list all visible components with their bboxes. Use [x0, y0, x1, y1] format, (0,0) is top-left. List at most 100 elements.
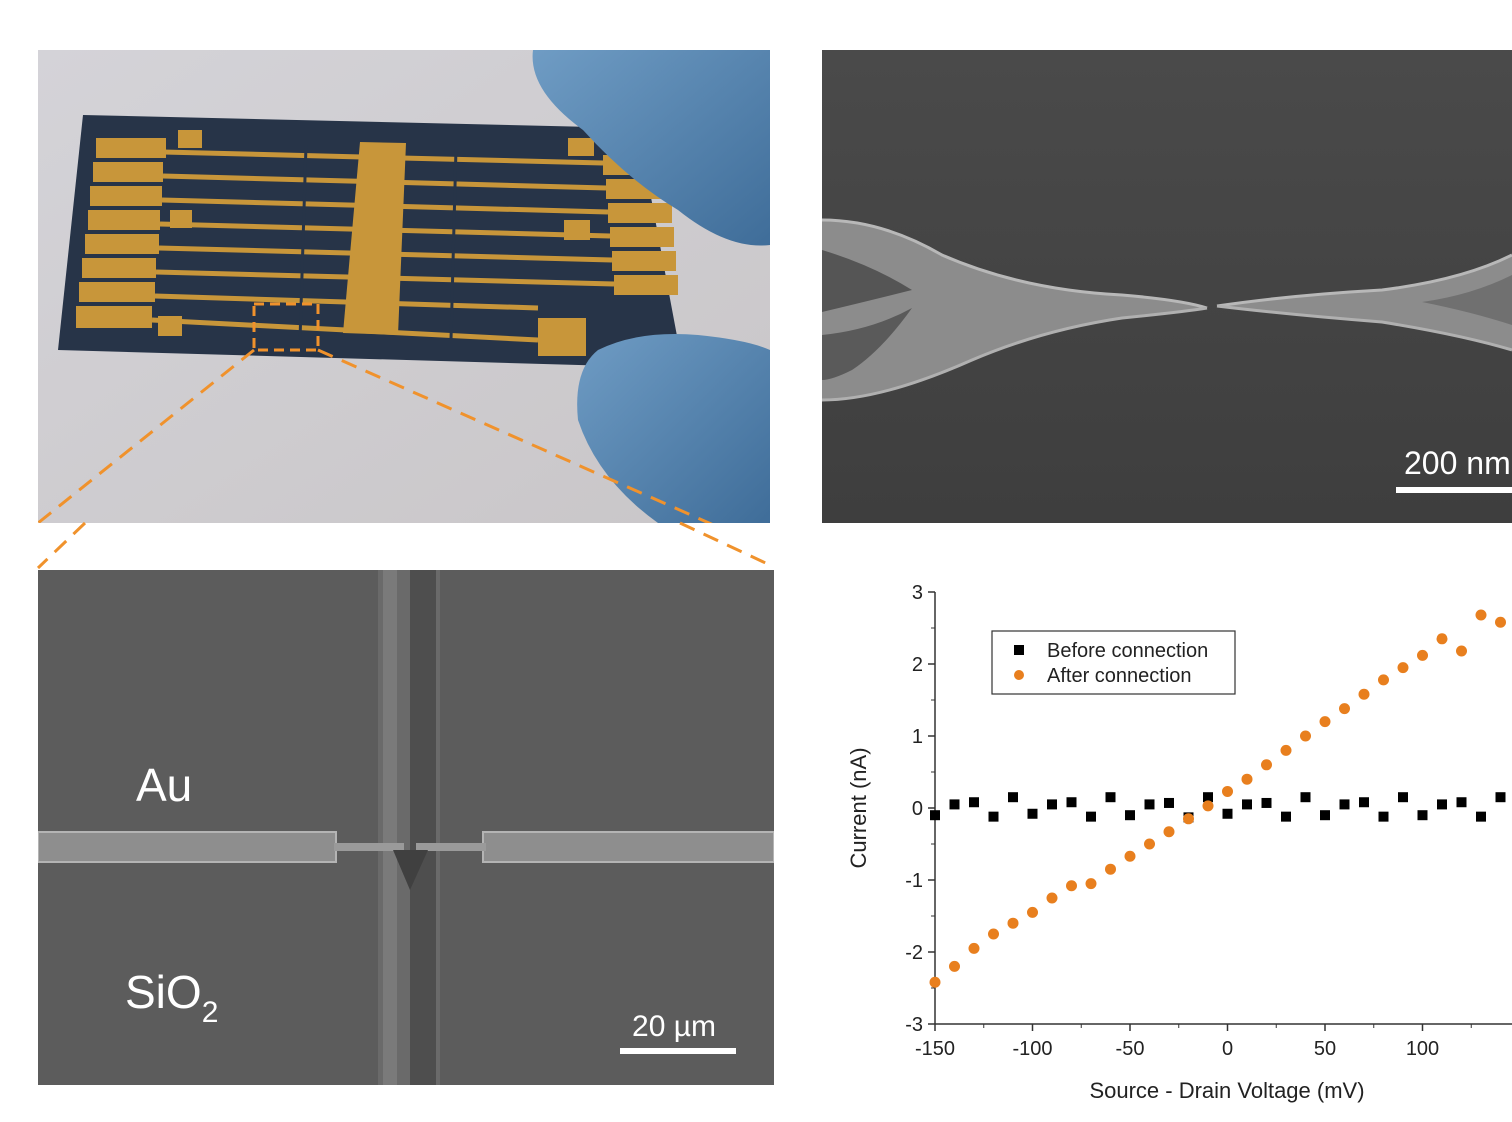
data-point-before-connection	[1437, 799, 1447, 810]
y-tick-label: 1	[912, 726, 923, 748]
y-tick-label: -1	[905, 870, 923, 892]
data-point-after-connection	[1300, 730, 1311, 742]
x-tick-label: -50	[1116, 1038, 1145, 1060]
right-electrode	[1217, 255, 1512, 350]
data-point-before-connection	[1066, 797, 1077, 808]
data-point-after-connection	[1085, 878, 1097, 890]
data-point-before-connection	[930, 810, 940, 821]
data-point-after-connection	[1358, 688, 1370, 700]
chip-photo	[38, 50, 770, 523]
chart-points	[929, 609, 1506, 988]
data-point-after-connection	[1183, 813, 1194, 825]
y-tick-label: -2	[905, 942, 923, 964]
y-tick-label: -3	[905, 1014, 923, 1036]
zoom-line-right	[317, 348, 713, 523]
scale-bar-label-20um: 20 µm	[632, 1010, 716, 1043]
data-point-before-connection	[1105, 792, 1116, 803]
data-point-before-connection	[1125, 810, 1135, 821]
legend-label: Before connection	[1047, 640, 1208, 662]
legend-marker-before	[1014, 645, 1024, 655]
data-point-after-connection	[1046, 892, 1058, 904]
au-label: Au	[136, 759, 193, 811]
data-point-before-connection	[1047, 799, 1057, 810]
data-point-after-connection	[949, 960, 960, 972]
sem-nanogap-image	[822, 50, 1512, 523]
chart-ticks: -150-100-5005010013210-1-2-3	[905, 582, 1472, 1060]
y-tick-label: 3	[912, 582, 923, 604]
data-point-after-connection	[1144, 838, 1155, 850]
data-point-before-connection	[1222, 808, 1233, 819]
data-point-after-connection	[1417, 649, 1428, 661]
data-point-after-connection	[968, 942, 980, 954]
data-point-before-connection	[1027, 808, 1038, 819]
glove-bottom	[577, 334, 770, 523]
data-point-before-connection	[1164, 797, 1174, 808]
iv-chart-panel: -150-100-5005010013210-1-2-3 Before conn…	[822, 560, 1512, 1122]
sem-nanogap-panel: 200 nm	[822, 50, 1512, 523]
y-axis-label: Current (nA)	[846, 747, 871, 868]
data-point-after-connection	[1027, 906, 1038, 918]
data-point-before-connection	[1281, 811, 1291, 822]
data-point-after-connection	[1495, 616, 1506, 628]
zoom-box	[252, 302, 320, 352]
x-axis-label: Source - Drain Voltage (mV)	[1089, 1078, 1364, 1103]
sio2-label: SiO2	[125, 965, 218, 1029]
data-point-after-connection	[1222, 785, 1233, 797]
scale-bar-200nm	[1396, 487, 1512, 493]
data-point-after-connection	[929, 976, 941, 988]
left-electrode-shadow	[822, 250, 912, 312]
data-point-after-connection	[1241, 773, 1253, 785]
data-point-before-connection	[1144, 799, 1155, 810]
chart-legend: Before connection After connection	[991, 630, 1236, 695]
data-point-after-connection	[1163, 826, 1175, 838]
data-point-before-connection	[1008, 792, 1018, 803]
data-point-after-connection	[1378, 674, 1389, 686]
trace-gaps	[298, 144, 458, 341]
data-point-after-connection	[1319, 716, 1331, 728]
data-point-before-connection	[1203, 792, 1213, 803]
x-tick-label: -100	[1012, 1038, 1052, 1060]
data-point-after-connection	[1436, 633, 1448, 645]
sio2-subscript: 2	[201, 996, 219, 1029]
y-tick-label: 2	[912, 654, 923, 676]
data-point-after-connection	[1261, 759, 1272, 771]
data-point-before-connection	[1495, 792, 1506, 803]
data-point-after-connection	[1280, 744, 1292, 756]
data-point-before-connection	[1398, 792, 1408, 803]
data-point-before-connection	[1456, 797, 1467, 808]
sem-overview-panel: Au SiO2 20 µm	[38, 570, 774, 1085]
data-point-after-connection	[1202, 800, 1214, 812]
data-point-before-connection	[1261, 797, 1272, 808]
data-point-before-connection	[969, 797, 979, 808]
data-point-after-connection	[1475, 609, 1487, 621]
data-point-after-connection	[1007, 917, 1019, 929]
data-point-after-connection	[1339, 703, 1350, 715]
data-point-before-connection	[1359, 797, 1369, 808]
data-point-before-connection	[1476, 811, 1486, 822]
data-point-after-connection	[1124, 850, 1136, 862]
x-tick-label: 100	[1406, 1038, 1439, 1060]
data-point-before-connection	[1417, 810, 1428, 821]
data-point-before-connection	[1300, 792, 1311, 803]
x-tick-label: 0	[1222, 1038, 1233, 1060]
x-tick-label: 50	[1314, 1038, 1336, 1060]
scale-bar-label-200nm: 200 nm	[1404, 445, 1511, 481]
data-point-before-connection	[1242, 799, 1252, 810]
glove-top	[532, 50, 770, 246]
data-point-after-connection	[988, 928, 999, 940]
data-point-after-connection	[1066, 880, 1077, 892]
legend-box	[991, 630, 1236, 695]
iv-chart: -150-100-5005010013210-1-2-3 Before conn…	[846, 582, 1512, 1103]
data-point-before-connection	[949, 799, 960, 810]
au-electrode-right	[482, 831, 774, 863]
legend-marker-after	[1014, 670, 1024, 680]
traces	[151, 149, 615, 343]
sem-overview-image	[38, 570, 774, 1085]
data-point-after-connection	[1397, 662, 1409, 674]
data-point-before-connection	[1086, 811, 1096, 822]
data-point-before-connection	[1320, 810, 1330, 821]
au-electrode-left	[38, 831, 337, 863]
central-pad	[343, 142, 406, 335]
data-point-before-connection	[1378, 811, 1389, 822]
legend-label: After connection	[1047, 665, 1192, 687]
